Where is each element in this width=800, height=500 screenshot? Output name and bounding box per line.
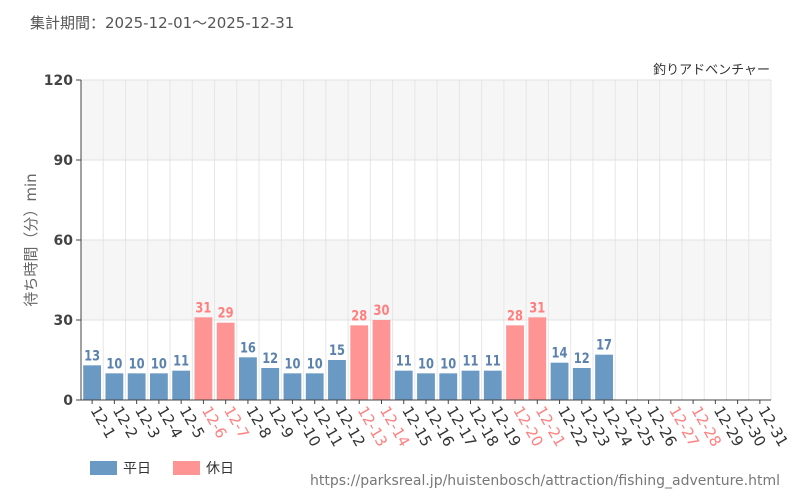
data-label: 10 bbox=[106, 356, 122, 372]
bar bbox=[372, 320, 391, 400]
data-label: 31 bbox=[195, 300, 211, 316]
bar bbox=[417, 373, 435, 400]
data-label: 14 bbox=[552, 346, 568, 362]
data-label: 31 bbox=[529, 300, 545, 316]
data-label: 10 bbox=[307, 356, 323, 372]
legend-label-holiday: 休日 bbox=[206, 461, 234, 477]
data-label: 10 bbox=[284, 356, 300, 372]
bar bbox=[528, 317, 547, 400]
data-label: 10 bbox=[129, 356, 145, 372]
bar bbox=[127, 373, 146, 400]
legend-swatch-weekday bbox=[90, 461, 117, 475]
data-label: 11 bbox=[463, 354, 479, 370]
data-label: 10 bbox=[440, 356, 456, 372]
y-tick-label: 120 bbox=[44, 73, 73, 89]
bar bbox=[572, 368, 591, 400]
data-label: 28 bbox=[507, 308, 523, 324]
bar bbox=[216, 322, 235, 400]
bar bbox=[439, 373, 458, 400]
chart-title: 釣りアドベンチャー bbox=[653, 62, 770, 78]
data-label: 13 bbox=[84, 348, 100, 364]
bar bbox=[283, 373, 302, 400]
plot-band bbox=[81, 80, 771, 160]
data-labels: 13 10 10 10 11 31 29 16 12 10 10 15 28 30 11 10 10 11 11 28… bbox=[84, 300, 612, 372]
y-tick-labels: 0 30 60 90 120 bbox=[44, 73, 81, 409]
bar bbox=[239, 357, 257, 400]
data-label: 29 bbox=[218, 306, 234, 322]
legend: 平日 休日 bbox=[90, 458, 256, 478]
data-label: 11 bbox=[173, 354, 189, 370]
bar bbox=[150, 373, 168, 400]
bar bbox=[305, 373, 324, 400]
bar bbox=[595, 354, 613, 400]
legend-swatch-holiday bbox=[173, 461, 200, 475]
bar bbox=[83, 365, 102, 400]
plot-band bbox=[81, 160, 771, 240]
data-label: 15 bbox=[329, 343, 345, 359]
data-label: 11 bbox=[485, 354, 501, 370]
legend-item-holiday: 休日 bbox=[173, 458, 234, 478]
plot-band bbox=[81, 240, 771, 320]
legend-label-weekday: 平日 bbox=[123, 461, 151, 477]
period-label: 集計期間：2025-12-01～2025-12-31 bbox=[30, 14, 295, 32]
data-label: 16 bbox=[240, 340, 256, 356]
legend-item-weekday: 平日 bbox=[90, 458, 151, 478]
bar bbox=[328, 360, 346, 400]
data-label: 10 bbox=[151, 356, 167, 372]
data-label: 11 bbox=[396, 354, 412, 370]
x-tick-labels: 12-112-212-312-412-512-612-712-812-912-1… bbox=[87, 400, 792, 450]
data-label: 17 bbox=[596, 338, 612, 354]
bar bbox=[461, 370, 480, 400]
bar bbox=[350, 325, 369, 400]
bar bbox=[172, 370, 191, 400]
data-label: 30 bbox=[373, 303, 389, 319]
bar bbox=[506, 325, 524, 400]
data-label: 12 bbox=[262, 351, 278, 367]
data-label: 10 bbox=[418, 356, 434, 372]
bar bbox=[394, 370, 413, 400]
y-tick-label: 90 bbox=[54, 153, 74, 169]
bar bbox=[261, 368, 280, 400]
y-tick-label: 0 bbox=[63, 393, 73, 409]
bar bbox=[105, 373, 124, 400]
source-url: https://parksreal.jp/huistenbosch/attrac… bbox=[310, 473, 780, 489]
data-label: 28 bbox=[351, 308, 367, 324]
bar bbox=[194, 317, 213, 400]
y-tick-label: 30 bbox=[54, 313, 74, 329]
bars bbox=[83, 317, 613, 400]
bar bbox=[550, 362, 569, 400]
data-label: 12 bbox=[574, 351, 590, 367]
y-axis-label: 待ち時間（分）min bbox=[22, 173, 40, 306]
y-tick-label: 60 bbox=[54, 233, 74, 249]
bar bbox=[483, 370, 502, 400]
